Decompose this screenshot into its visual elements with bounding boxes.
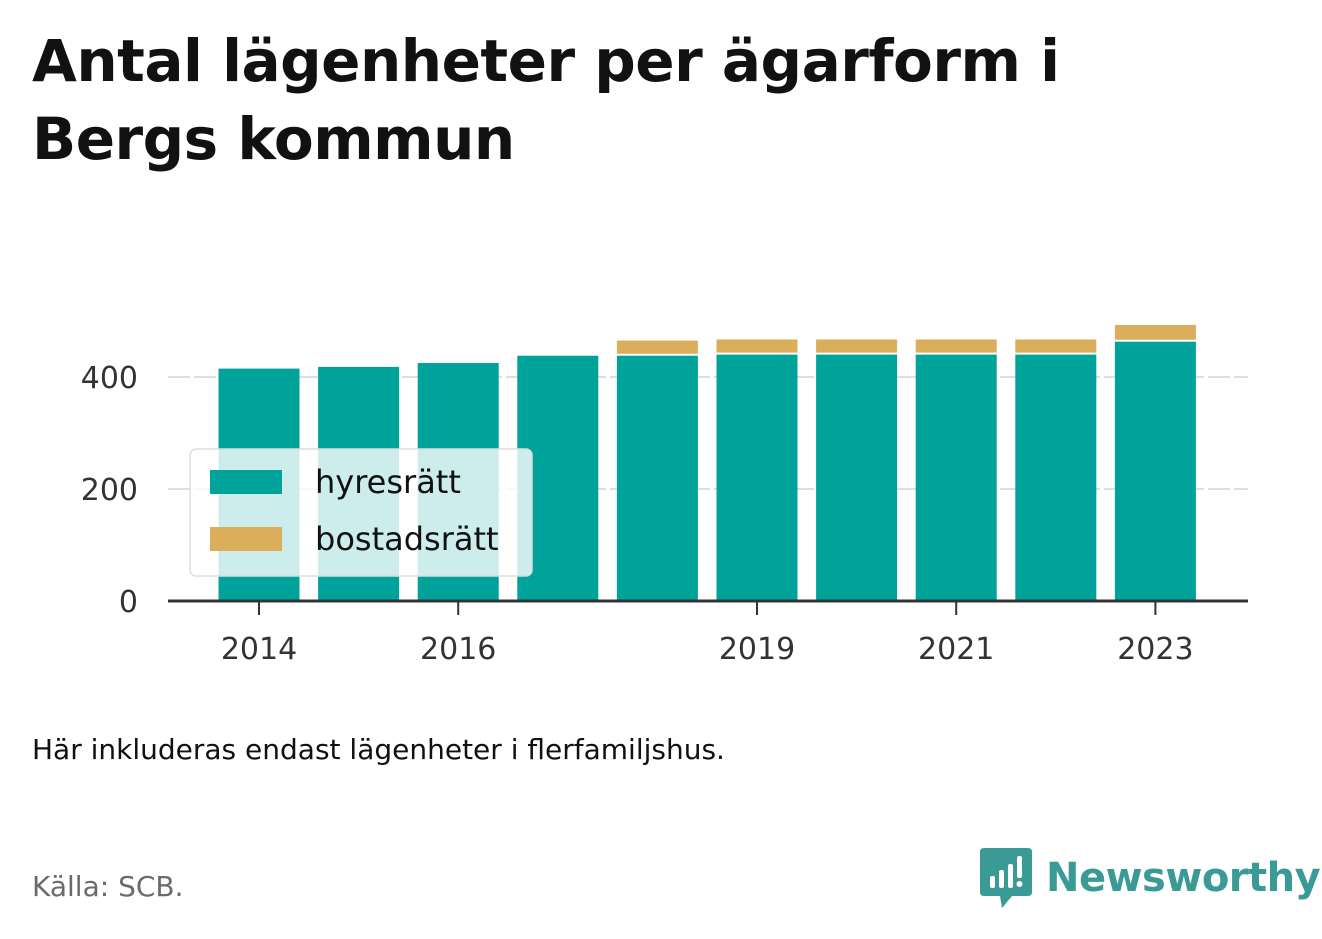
- bar-bostadsratt: [616, 340, 698, 354]
- legend-swatch: [210, 470, 282, 494]
- bar-bostadsratt: [716, 339, 798, 353]
- bar-chart: 0 200 400 2014 2016 2019 2021 2023 hyresrätt bo…: [81, 324, 1248, 667]
- brand-logo: Newsworthy: [980, 848, 1321, 908]
- y-axis-ticks: 0 200 400: [81, 361, 138, 620]
- y-tick-label: 0: [119, 585, 138, 620]
- x-tick-label: 2021: [918, 632, 994, 667]
- bar-bostadsratt: [1114, 324, 1196, 340]
- y-tick-label: 400: [81, 361, 138, 396]
- x-tick-label: 2019: [719, 632, 795, 667]
- bar-hyresratt: [716, 354, 798, 601]
- legend: hyresrätt bostadsrätt: [189, 448, 533, 577]
- legend-label: bostadsrätt: [315, 520, 499, 558]
- bar-hyresratt: [915, 354, 997, 601]
- x-tick-label: 2023: [1117, 632, 1193, 667]
- bar-hyresratt: [1114, 341, 1196, 601]
- x-tick-label: 2016: [420, 632, 496, 667]
- bar-hyresratt: [616, 355, 698, 601]
- y-tick-label: 200: [81, 473, 138, 508]
- bar-bostadsratt: [915, 339, 997, 353]
- source-text: Källa: SCB.: [32, 870, 184, 903]
- bar-hyresratt: [816, 354, 898, 601]
- legend-swatch: [210, 527, 282, 551]
- chart-note: Här inkluderas endast lägenheter i flerf…: [32, 733, 725, 766]
- brand-name: Newsworthy: [1046, 855, 1321, 901]
- legend-label: hyresrätt: [315, 463, 461, 501]
- bar-bostadsratt: [816, 339, 898, 353]
- chart-title: Antal lägenheter per ägarform i Bergs ko…: [32, 27, 1060, 173]
- newsworthy-logo-icon: [980, 848, 1032, 908]
- x-axis: 2014 2016 2019 2021 2023: [168, 599, 1248, 667]
- bar-hyresratt: [1015, 354, 1097, 601]
- x-tick-label: 2014: [221, 632, 297, 667]
- bar-bostadsratt: [1015, 339, 1097, 353]
